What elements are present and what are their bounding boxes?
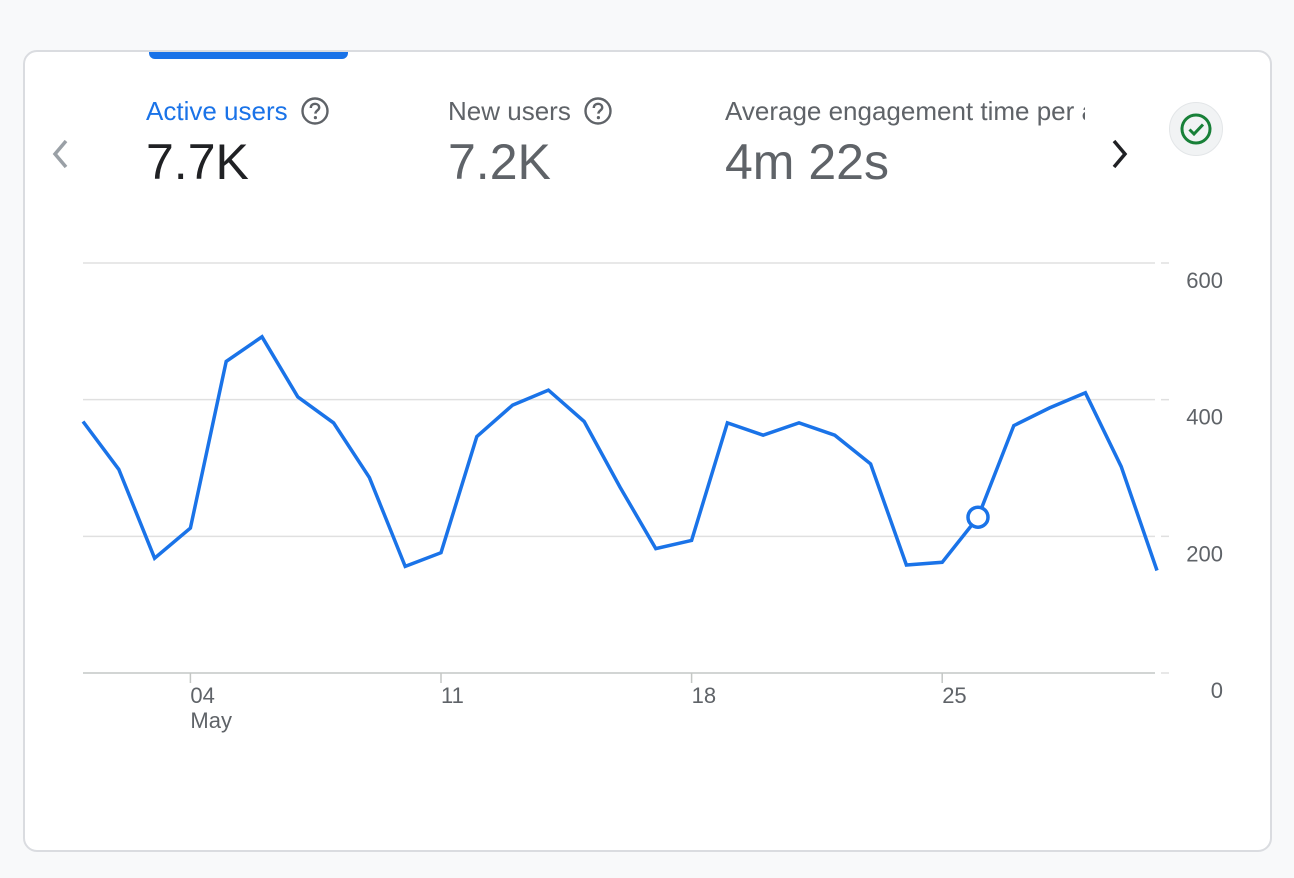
- help-circle-icon[interactable]: [583, 96, 613, 126]
- y-tick-label: 200: [1186, 541, 1223, 566]
- series-line-active-users: [81, 334, 1159, 572]
- help-circle-icon[interactable]: [300, 96, 330, 126]
- metric-value: 7.2K: [448, 134, 551, 190]
- metric-value: 4m 22s: [725, 134, 889, 190]
- x-tick-sublabel: May: [190, 708, 232, 733]
- metric-label: New users: [448, 96, 571, 126]
- x-tick-label: 25: [942, 683, 966, 708]
- y-tick-label: 400: [1186, 405, 1223, 430]
- y-tick-label: 600: [1186, 268, 1223, 293]
- metric-label: Average engagement time per active user: [725, 96, 1085, 126]
- metrics-card: Active users 7.7K New users 7.2K: [23, 50, 1272, 852]
- x-tick-label: 04: [190, 683, 214, 708]
- x-tick-label: 18: [692, 683, 716, 708]
- metric-tab-active-users[interactable]: Active users 7.7K: [146, 96, 330, 190]
- metric-tab-average-engagement-time[interactable]: Average engagement time per active user …: [725, 96, 1085, 190]
- metric-value: 7.7K: [146, 134, 249, 190]
- chevron-left-icon: [52, 139, 68, 169]
- metric-tab-new-users[interactable]: New users 7.2K: [448, 96, 613, 190]
- selected-tab-indicator: [149, 52, 348, 59]
- previous-metrics-button[interactable]: [43, 136, 79, 172]
- metric-label: Active users: [146, 96, 288, 126]
- status-check-button[interactable]: [1169, 102, 1223, 156]
- chevron-right-icon: [1112, 139, 1128, 169]
- next-metrics-button[interactable]: [1101, 136, 1137, 172]
- y-tick-label: 0: [1211, 678, 1223, 703]
- x-tick-label: 11: [441, 683, 464, 708]
- check-circle-icon: [1180, 113, 1212, 145]
- highlighted-data-point[interactable]: [966, 505, 990, 529]
